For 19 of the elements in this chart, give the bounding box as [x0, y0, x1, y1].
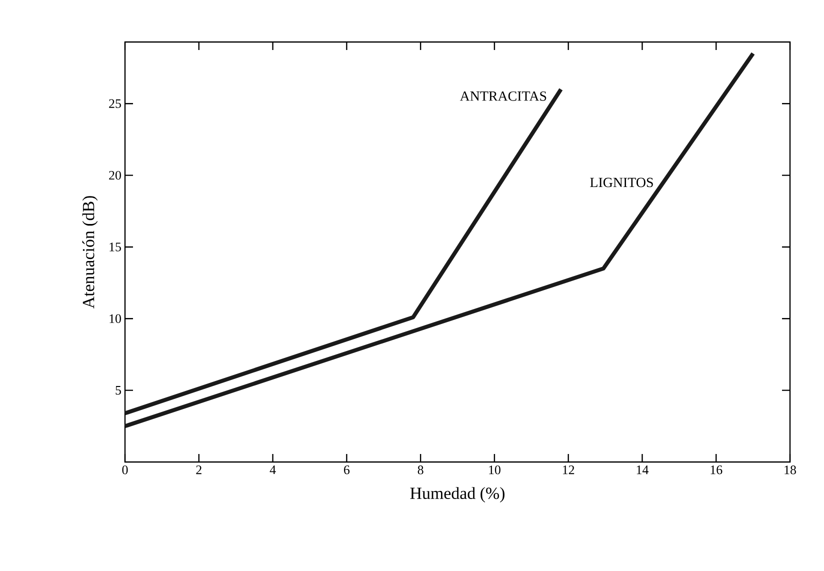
y-axis-title: Atenuación (dB) — [82, 196, 98, 308]
series-label: ANTRACITAS — [460, 91, 546, 101]
x-tick-label: 10 — [489, 466, 500, 474]
x-tick-label: 6 — [344, 466, 350, 474]
x-tick-label: 16 — [710, 466, 722, 474]
series-label: LIGNITOS — [590, 178, 653, 188]
x-tick-label: 12 — [563, 466, 574, 474]
x-tick-label: 8 — [418, 466, 424, 474]
x-tick-label: 2 — [196, 466, 202, 474]
y-tick-label: 25 — [109, 99, 121, 108]
x-tick-label: 14 — [636, 466, 649, 474]
y-tick-label: 5 — [116, 386, 121, 395]
x-tick-label: 4 — [270, 466, 276, 474]
x-tick-label: 18 — [784, 466, 796, 474]
y-tick-label: 10 — [110, 314, 121, 324]
x-tick-label: 0 — [122, 466, 128, 474]
x-axis-title: Humedad (%) — [410, 487, 504, 502]
y-tick-label: 15 — [110, 242, 121, 252]
y-tick-label: 20 — [109, 170, 121, 180]
